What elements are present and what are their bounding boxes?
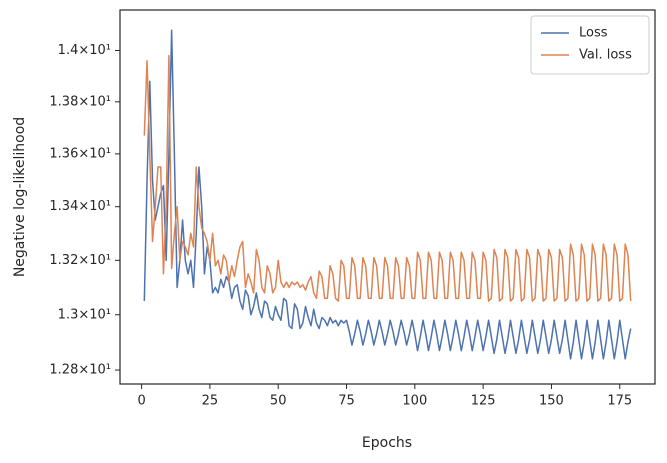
legend-label: Val. loss xyxy=(579,48,632,63)
line-series xyxy=(143,54,632,302)
x-tick-label: 100 xyxy=(402,394,427,409)
x-tick-label: 175 xyxy=(607,394,632,409)
x-axis-label: Epochs xyxy=(362,435,412,451)
line-series xyxy=(143,29,632,360)
x-tick-label: 0 xyxy=(137,394,145,409)
y-axis-label: Negative log-likelihood xyxy=(12,117,28,277)
legend-box xyxy=(530,15,650,75)
x-tick-label: 75 xyxy=(338,394,355,409)
y-tick-label: 1.32×10¹ xyxy=(49,253,111,268)
y-tick-label: 1.34×10¹ xyxy=(49,199,111,214)
y-tick-label: 1.3×10¹ xyxy=(58,307,111,322)
x-tick-label: 125 xyxy=(471,394,496,409)
x-tick-label: 25 xyxy=(202,394,219,409)
y-tick-label: 1.28×10¹ xyxy=(49,363,111,378)
x-tick-label: 150 xyxy=(539,394,564,409)
y-tick-label: 1.36×10¹ xyxy=(49,146,111,161)
y-tick-label: 1.4×10¹ xyxy=(58,43,111,58)
y-tick-label: 1.38×10¹ xyxy=(49,94,111,109)
legend-label: Loss xyxy=(579,26,608,41)
x-tick-label: 50 xyxy=(270,394,287,409)
